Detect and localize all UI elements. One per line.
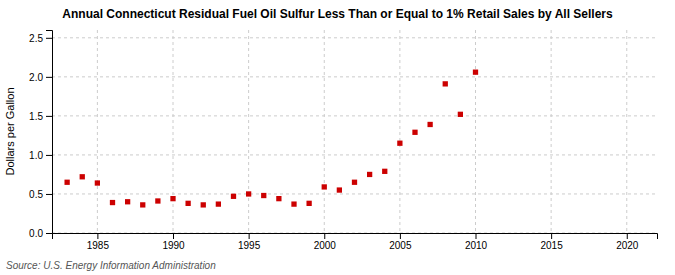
point xyxy=(246,191,251,196)
grid-line xyxy=(626,30,627,233)
points xyxy=(64,70,478,208)
tick: 2010 xyxy=(465,233,488,251)
tick-mark xyxy=(46,194,52,195)
point xyxy=(427,122,432,127)
tick-mark xyxy=(551,233,552,239)
tick-label: 2020 xyxy=(616,240,639,251)
point xyxy=(367,172,372,177)
tick: 1.5 xyxy=(29,111,52,122)
tick-label: 1.0 xyxy=(29,150,43,161)
point xyxy=(443,81,448,86)
point xyxy=(155,198,160,203)
grid-line xyxy=(52,115,657,116)
point xyxy=(216,201,221,206)
tick-label: 1985 xyxy=(87,240,110,251)
tick-label: 2.0 xyxy=(29,72,43,83)
point xyxy=(412,130,417,135)
tick: 2020 xyxy=(616,233,639,251)
tick-mark xyxy=(46,38,52,39)
point xyxy=(231,194,236,199)
grid-line xyxy=(324,30,325,233)
grid-line xyxy=(399,30,400,233)
point xyxy=(80,174,85,179)
point xyxy=(201,202,206,207)
tick-label: 0.5 xyxy=(29,189,43,200)
tick-label: 2005 xyxy=(389,240,412,251)
tick-label: 2010 xyxy=(465,240,488,251)
point xyxy=(382,169,387,174)
tick-mark xyxy=(627,233,628,239)
grid-line xyxy=(551,30,552,233)
tick-mark xyxy=(46,155,52,156)
tick-label: 0.0 xyxy=(29,228,43,239)
grid xyxy=(52,30,657,233)
point xyxy=(125,199,130,204)
point xyxy=(140,202,145,207)
point xyxy=(306,201,311,206)
tick-mark xyxy=(46,233,52,234)
tick: 2.5 xyxy=(29,33,52,44)
tick-mark xyxy=(46,116,52,117)
plot: 1985 1990 1995 2000 2005 2010 2015 2020 0.0 0.5 1.… xyxy=(29,30,657,251)
point xyxy=(64,180,69,185)
point xyxy=(322,184,327,189)
tick: 2.0 xyxy=(29,72,52,83)
tick: 2000 xyxy=(314,233,337,251)
tick-label: 2000 xyxy=(314,240,337,251)
point xyxy=(95,180,100,185)
tick-mark xyxy=(173,233,174,239)
tick: 2005 xyxy=(389,233,412,251)
grid-line xyxy=(52,76,657,77)
point xyxy=(352,180,357,185)
tick-mark xyxy=(400,233,401,239)
point xyxy=(458,112,463,117)
grid-line xyxy=(248,30,249,233)
tick-label: 1990 xyxy=(162,240,185,251)
point xyxy=(291,201,296,206)
tick: 0.0 xyxy=(29,228,52,239)
point xyxy=(170,196,175,201)
title: Annual Connecticut Residual Fuel Oil Sul… xyxy=(62,7,613,21)
tick-mark xyxy=(97,233,98,239)
tick-label: 1995 xyxy=(238,240,261,251)
tick-mark xyxy=(324,233,325,239)
tick: 1995 xyxy=(238,233,261,251)
point xyxy=(110,200,115,205)
point xyxy=(473,70,478,75)
axis-line xyxy=(46,31,53,234)
y-axis: 0.0 0.5 1.0 1.5 2.0 2.5 xyxy=(29,31,52,239)
x-axis: 1985 1990 1995 2000 2005 2010 2015 2020 xyxy=(53,233,658,251)
point xyxy=(337,187,342,192)
tick-mark xyxy=(249,233,250,239)
tick: 1990 xyxy=(162,233,185,251)
tick-label: 1.5 xyxy=(29,111,43,122)
grid-line xyxy=(97,30,98,233)
tick: 2015 xyxy=(541,233,564,251)
axis-line xyxy=(53,234,658,240)
grid-line xyxy=(475,30,476,233)
chart: 1985 1990 1995 2000 2005 2010 2015 2020 0.0 0.5 1.… xyxy=(0,0,675,275)
grid-line xyxy=(52,37,657,38)
point xyxy=(261,193,266,198)
tick-label: 2.5 xyxy=(29,33,43,44)
grid-line xyxy=(52,193,657,194)
point xyxy=(185,201,190,206)
tick-mark xyxy=(46,77,52,78)
tick-label: 2015 xyxy=(541,240,564,251)
tick: 1.0 xyxy=(29,150,52,161)
tick: 0.5 xyxy=(29,189,52,200)
source: Source: U.S. Energy Information Administ… xyxy=(6,260,216,271)
grid-line xyxy=(173,30,174,233)
point xyxy=(397,141,402,146)
tick-mark xyxy=(476,233,477,239)
tick: 1985 xyxy=(87,233,110,251)
point xyxy=(276,196,281,201)
grid-line xyxy=(52,154,657,155)
y-axis-title: Dollars per Gallon xyxy=(4,87,16,175)
